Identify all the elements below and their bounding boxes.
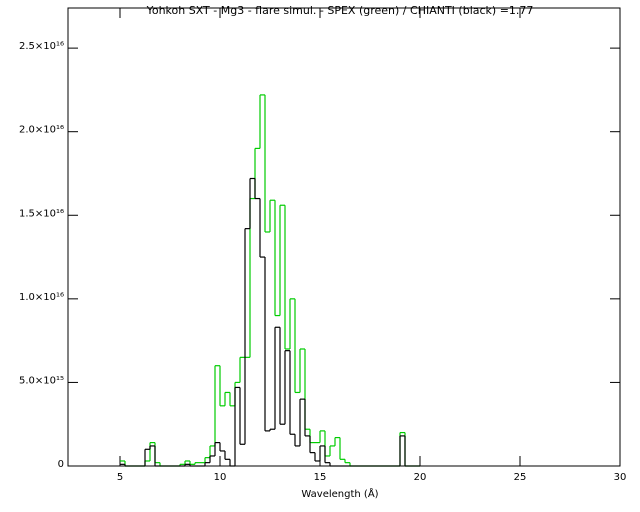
x-axis-label: Wavelength (Å) <box>301 487 378 500</box>
x-tick-label: 15 <box>314 472 327 483</box>
y-tick-label: 2.5×10¹⁶ <box>19 41 64 52</box>
x-tick-label: 30 <box>614 472 627 483</box>
plot-frame <box>67 7 621 467</box>
x-tick-label: 10 <box>214 472 227 483</box>
y-tick-label: 5.0×10¹⁵ <box>19 375 64 386</box>
chart-title: Yohkoh SXT - Mg3 - flare simul. - SPEX (… <box>146 4 534 17</box>
y-tick-label: 1.0×10¹⁶ <box>19 292 64 303</box>
x-tick-label: 20 <box>414 472 427 483</box>
y-tick-label: 1.5×10¹⁶ <box>19 208 64 219</box>
y-tick-label: 0 <box>58 459 64 470</box>
x-tick-label: 5 <box>117 472 123 483</box>
x-tick-label: 25 <box>514 472 527 483</box>
y-tick-label: 2.0×10¹⁶ <box>19 125 64 136</box>
